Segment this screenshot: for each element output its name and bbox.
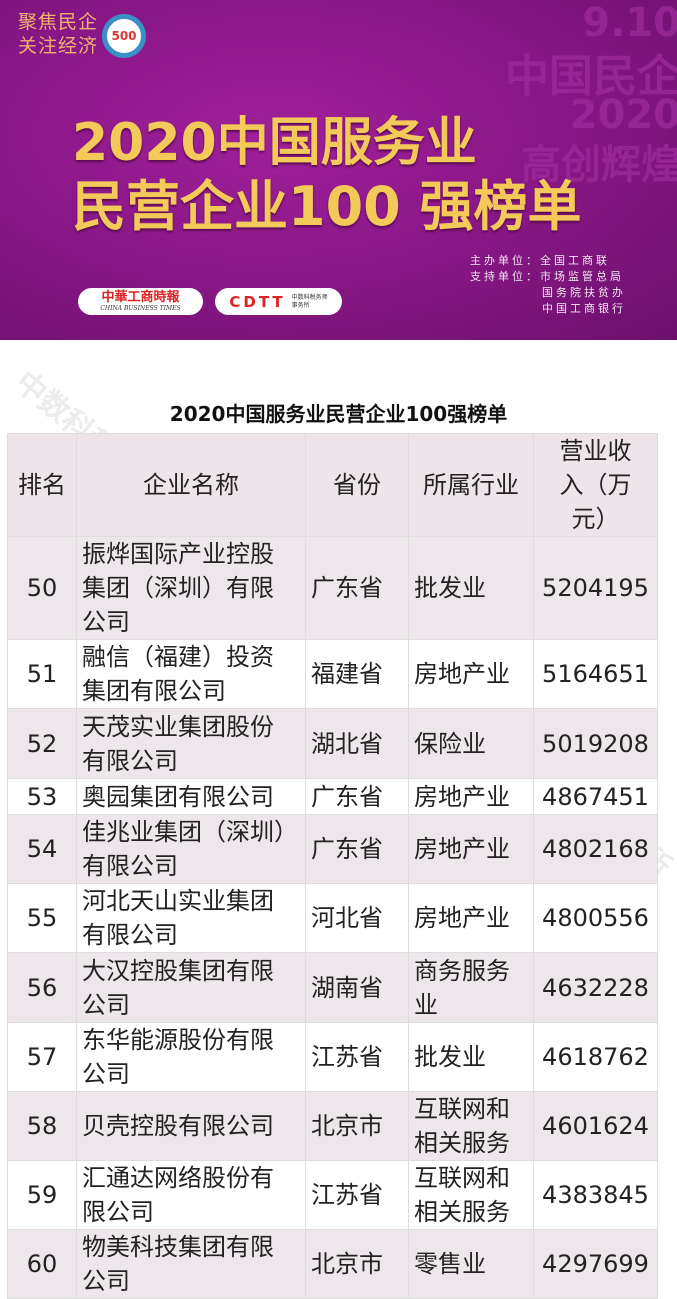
revenue-cell: 4383845 bbox=[533, 1160, 658, 1230]
province-cell: 江苏省 bbox=[305, 1022, 409, 1092]
rank-cell: 56 bbox=[7, 952, 77, 1023]
rank-cell: 58 bbox=[7, 1091, 77, 1161]
revenue-cell: 5019208 bbox=[533, 708, 658, 779]
company-cell: 河北天山实业集团有限公司 bbox=[76, 883, 306, 953]
province-cell: 福建省 bbox=[305, 639, 409, 709]
table-row: 52 天茂实业集团股份有限公司 湖北省 保险业 5019208 bbox=[7, 708, 658, 779]
company-cell: 奥园集团有限公司 bbox=[76, 778, 306, 815]
industry-cell: 房地产业 bbox=[408, 883, 534, 953]
province-cell: 湖北省 bbox=[305, 708, 409, 779]
company-cell: 融信（福建）投资集团有限公司 bbox=[76, 639, 306, 709]
industry-cell: 房地产业 bbox=[408, 778, 534, 815]
logo-subtext: 中数科税务师事务所 bbox=[291, 293, 328, 309]
table-row: 55 河北天山实业集团有限公司 河北省 房地产业 4800556 bbox=[7, 883, 658, 953]
rank-cell: 50 bbox=[7, 536, 77, 640]
ghost-text: 2020 bbox=[569, 92, 677, 138]
table-row: 51 融信（福建）投资集团有限公司 福建省 房地产业 5164651 bbox=[7, 639, 658, 709]
logo-subtext: CHINA BUSINESS TIMES bbox=[100, 305, 181, 312]
rank-cell: 60 bbox=[7, 1229, 77, 1299]
province-cell: 广东省 bbox=[305, 536, 409, 640]
revenue-cell: 4297699 bbox=[533, 1229, 658, 1299]
table-row: 54 佳兆业集团（深圳）有限公司 广东省 房地产业 4802168 bbox=[7, 814, 658, 884]
rank-cell: 54 bbox=[7, 814, 77, 884]
company-cell: 大汉控股集团有限公司 bbox=[76, 952, 306, 1023]
header-revenue: 营业收入（万元） bbox=[533, 433, 658, 537]
company-cell: 东华能源股份有限公司 bbox=[76, 1022, 306, 1092]
header-banner: 聚焦民企 关注经济 500 9.10 中国民企 2020 高创辉煌 2020中国… bbox=[0, 0, 677, 340]
company-cell: 佳兆业集团（深圳）有限公司 bbox=[76, 814, 306, 884]
slogan-line: 关注经济 bbox=[18, 35, 99, 57]
table-row: 59 汇通达网络股份有限公司 江苏省 互联网和相关服务 4383845 bbox=[7, 1160, 658, 1230]
sponsor-line: 国务院扶贫办 bbox=[542, 286, 626, 299]
header-province: 省份 bbox=[305, 433, 409, 537]
table-row: 58 贝壳控股有限公司 北京市 互联网和相关服务 4601624 bbox=[7, 1091, 658, 1161]
rank-cell: 53 bbox=[7, 778, 77, 815]
table-title: 2020中国服务业民营企业100强榜单 bbox=[169, 402, 508, 426]
province-cell: 河北省 bbox=[305, 883, 409, 953]
china-business-times-logo: 中華工商時報 CHINA BUSINESS TIMES bbox=[78, 288, 203, 315]
slogan: 聚焦民企 关注经济 bbox=[18, 10, 98, 58]
rank-cell: 51 bbox=[7, 639, 77, 709]
banner-title-line1: 2020中国服务业 bbox=[72, 113, 477, 173]
revenue-cell: 4800556 bbox=[533, 883, 658, 953]
company-cell: 天茂实业集团股份有限公司 bbox=[76, 708, 306, 779]
table-row: 56 大汉控股集团有限公司 湖南省 商务服务业 4632228 bbox=[7, 952, 658, 1023]
industry-cell: 房地产业 bbox=[408, 639, 534, 709]
ghost-text: 中国民企 bbox=[505, 51, 677, 102]
logo-text: 中華工商時報 bbox=[101, 290, 180, 305]
table-row: 60 物美科技集团有限公司 北京市 零售业 4297699 bbox=[7, 1229, 658, 1299]
province-cell: 湖南省 bbox=[305, 952, 409, 1023]
banner-title-line2: 民营企业100 强榜单 bbox=[72, 175, 582, 238]
rank-cell: 55 bbox=[7, 883, 77, 953]
revenue-cell: 4867451 bbox=[533, 778, 658, 815]
cdtt-logo: CDTT 中数科税务师事务所 bbox=[215, 288, 342, 315]
rank-cell: 52 bbox=[7, 708, 77, 779]
revenue-cell: 4802168 bbox=[533, 814, 658, 884]
table-header-row: 排名 企业名称 省份 所属行业 营业收入（万元） bbox=[7, 433, 658, 537]
header-rank: 排名 bbox=[7, 433, 77, 537]
revenue-cell: 5164651 bbox=[533, 639, 658, 709]
industry-cell: 互联网和相关服务 bbox=[408, 1160, 534, 1230]
rank-cell: 57 bbox=[7, 1022, 77, 1092]
province-cell: 广东省 bbox=[305, 778, 409, 815]
slogan-line: 聚焦民企 bbox=[18, 11, 99, 33]
company-cell: 振烨国际产业控股集团（深圳）有限公司 bbox=[76, 536, 306, 640]
province-cell: 广东省 bbox=[305, 814, 409, 884]
top500-logo-icon: 500 bbox=[102, 14, 146, 58]
ranking-table: 排名 企业名称 省份 所属行业 营业收入（万元） 50 振烨国际产业控股集团（深圳… bbox=[7, 433, 658, 1299]
industry-cell: 房地产业 bbox=[408, 814, 534, 884]
ghost-text: 高创辉煌 bbox=[521, 142, 677, 188]
company-cell: 汇通达网络股份有限公司 bbox=[76, 1160, 306, 1230]
province-cell: 江苏省 bbox=[305, 1160, 409, 1230]
table-row: 50 振烨国际产业控股集团（深圳）有限公司 广东省 批发业 5204195 bbox=[7, 536, 658, 640]
logo-text: CDTT bbox=[229, 292, 286, 311]
company-cell: 贝壳控股有限公司 bbox=[76, 1091, 306, 1161]
province-cell: 北京市 bbox=[305, 1229, 409, 1299]
sponsor-line: 主办单位：全国工商联 bbox=[470, 254, 610, 267]
revenue-cell: 4601624 bbox=[533, 1091, 658, 1161]
ghost-text: 9.10 bbox=[582, 0, 677, 46]
province-cell: 北京市 bbox=[305, 1091, 409, 1161]
sponsor-line: 支持单位：市场监管总局 bbox=[470, 270, 624, 283]
industry-cell: 批发业 bbox=[408, 536, 534, 640]
industry-cell: 互联网和相关服务 bbox=[408, 1091, 534, 1161]
table-row: 57 东华能源股份有限公司 江苏省 批发业 4618762 bbox=[7, 1022, 658, 1092]
industry-cell: 零售业 bbox=[408, 1229, 534, 1299]
industry-cell: 商务服务业 bbox=[408, 952, 534, 1023]
table-row: 53 奥园集团有限公司 广东省 房地产业 4867451 bbox=[7, 778, 658, 815]
header-industry: 所属行业 bbox=[408, 433, 534, 537]
badge-text: 500 bbox=[111, 29, 137, 43]
header-company: 企业名称 bbox=[76, 433, 306, 537]
revenue-cell: 5204195 bbox=[533, 536, 658, 640]
company-cell: 物美科技集团有限公司 bbox=[76, 1229, 306, 1299]
revenue-cell: 4618762 bbox=[533, 1022, 658, 1092]
sponsors: 主办单位：全国工商联 支持单位：市场监管总局 国务院扶贫办 中国工商银行 bbox=[470, 253, 626, 317]
sponsor-line: 中国工商银行 bbox=[542, 302, 626, 315]
industry-cell: 保险业 bbox=[408, 708, 534, 779]
revenue-cell: 4632228 bbox=[533, 952, 658, 1023]
industry-cell: 批发业 bbox=[408, 1022, 534, 1092]
rank-cell: 59 bbox=[7, 1160, 77, 1230]
